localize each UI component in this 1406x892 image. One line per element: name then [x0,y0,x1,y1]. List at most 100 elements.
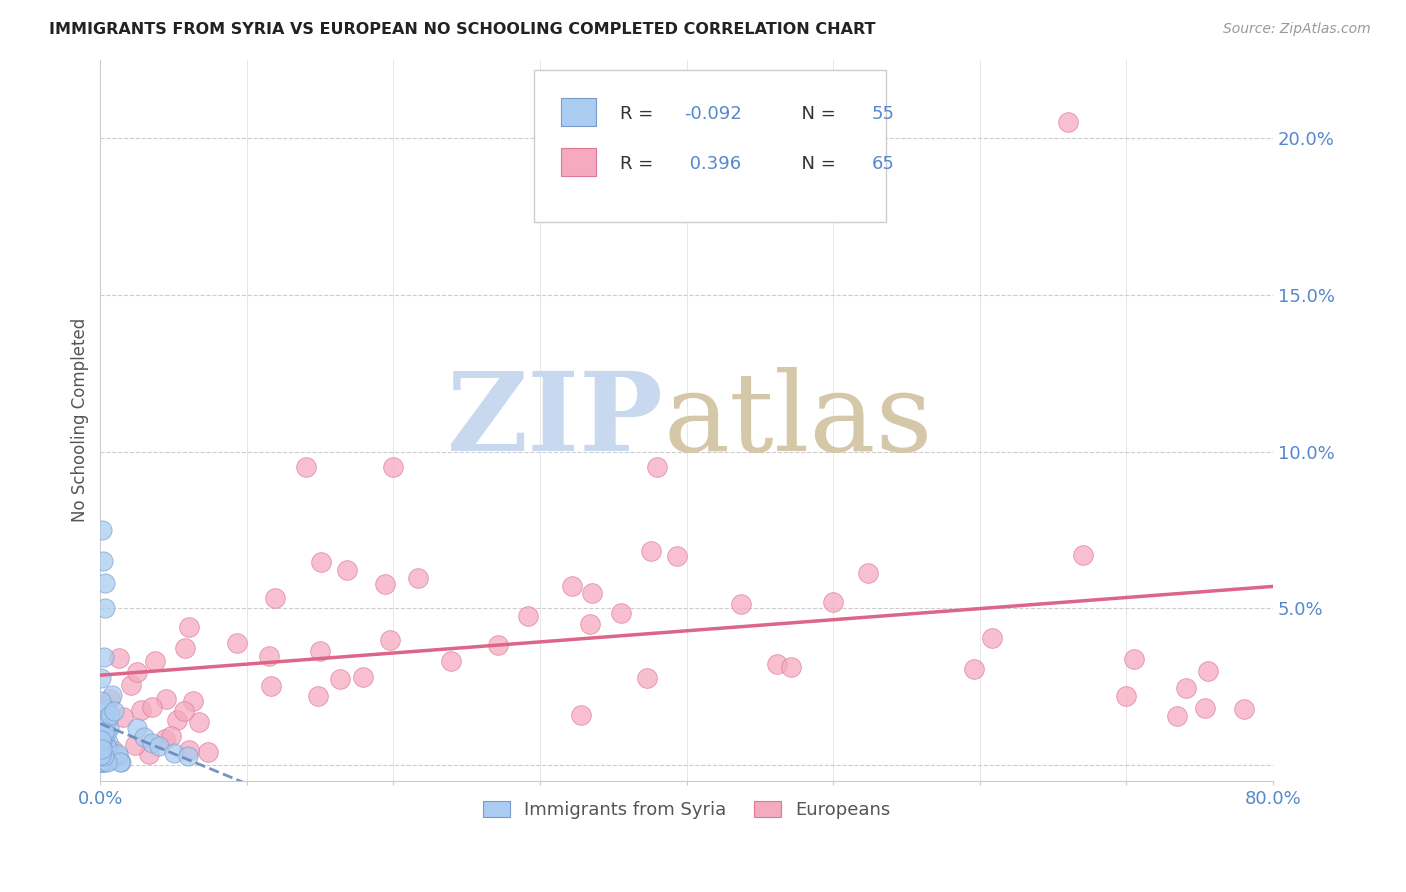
Point [766,657,789,671]
Point [226,636,249,650]
Point [90,755,112,769]
Point [93,725,115,739]
Point [91,734,114,748]
Point [378,633,401,648]
Point [90,755,112,769]
Point [166,713,188,727]
Point [1122,652,1144,666]
Point [823,595,845,609]
Point [1194,700,1216,714]
Point [93,748,115,763]
Point [91,731,114,745]
Point [90,753,112,767]
Point [120,678,142,692]
Text: -0.092: -0.092 [685,104,742,123]
Point [382,460,405,475]
Point [91,750,114,764]
Point [143,654,166,668]
Point [94,702,117,716]
Point [91,717,114,731]
Point [640,543,662,558]
Point [307,689,329,703]
Point [90,755,112,769]
Text: 55: 55 [872,104,894,123]
Point [159,729,181,743]
Point [91,755,114,769]
Point [90,748,112,763]
Point [97,735,120,749]
Point [177,748,200,763]
Point [730,597,752,611]
Point [1197,665,1219,679]
Text: IMMIGRANTS FROM SYRIA VS EUROPEAN NO SCHOOLING COMPLETED CORRELATION CHART: IMMIGRANTS FROM SYRIA VS EUROPEAN NO SCH… [49,22,876,37]
Point [665,549,688,563]
Text: 65: 65 [872,155,894,173]
Point [94,715,117,730]
Text: N =: N = [790,104,841,123]
Point [107,748,129,763]
Point [440,655,463,669]
Point [155,692,177,706]
Point [1166,708,1188,723]
Point [101,688,124,702]
Point [98,692,121,706]
Point [98,708,121,723]
Text: R =: R = [620,155,659,173]
Point [636,671,658,685]
Point [91,742,114,756]
Point [93,714,115,728]
Point [125,721,148,735]
Point [516,609,538,624]
Point [647,460,669,475]
FancyBboxPatch shape [561,148,596,177]
Point [103,743,125,757]
Point [1071,548,1094,562]
Point [91,554,114,568]
Point [257,648,280,663]
Point [352,670,374,684]
Legend: Immigrants from Syria, Europeans: Immigrants from Syria, Europeans [475,793,897,826]
Point [561,579,583,593]
Point [141,700,163,714]
Point [127,665,149,680]
Point [569,707,592,722]
Point [173,705,195,719]
Point [578,616,600,631]
Point [138,747,160,761]
Point [488,638,510,652]
Text: N =: N = [790,155,841,173]
Point [374,577,396,591]
Point [94,739,117,753]
Point [96,755,118,769]
Point [610,606,633,620]
Point [94,739,117,753]
Point [1232,702,1254,716]
Point [183,694,205,708]
Point [90,523,112,537]
Point [90,694,112,708]
Text: Source: ZipAtlas.com: Source: ZipAtlas.com [1223,22,1371,37]
Point [294,460,316,475]
Point [97,739,120,754]
Point [779,660,801,674]
Point [107,747,129,761]
Y-axis label: No Schooling Completed: No Schooling Completed [72,318,89,523]
FancyBboxPatch shape [534,70,886,222]
Text: 0.396: 0.396 [685,155,741,173]
Point [134,730,156,744]
Point [90,753,112,767]
Point [112,710,135,724]
Point [1115,690,1137,704]
Text: R =: R = [620,104,659,123]
Point [90,721,112,735]
Text: atlas: atlas [664,367,932,474]
Point [90,748,112,763]
Point [124,738,146,752]
Point [129,703,152,717]
Point [174,641,197,656]
Point [93,755,115,769]
Point [177,620,200,634]
Point [406,571,429,585]
Point [148,739,170,754]
FancyBboxPatch shape [561,98,596,126]
